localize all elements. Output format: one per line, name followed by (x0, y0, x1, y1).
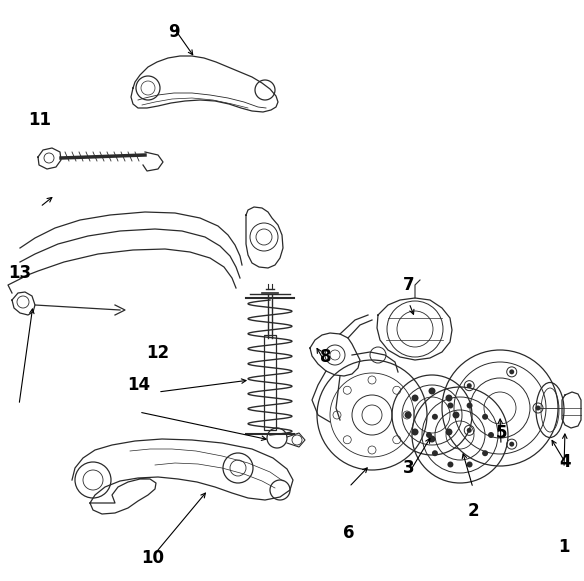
Text: 2: 2 (467, 503, 479, 520)
Text: 13: 13 (8, 264, 31, 282)
Circle shape (447, 461, 453, 468)
Text: 1: 1 (558, 539, 569, 556)
Circle shape (412, 394, 419, 401)
Circle shape (446, 394, 453, 401)
Circle shape (467, 403, 472, 408)
Circle shape (536, 406, 541, 411)
Circle shape (488, 432, 494, 438)
Circle shape (446, 428, 453, 436)
Circle shape (432, 414, 438, 420)
Text: 6: 6 (343, 524, 355, 541)
Circle shape (453, 411, 460, 418)
Text: 14: 14 (127, 376, 151, 393)
Text: 9: 9 (168, 23, 180, 41)
Text: 5: 5 (495, 424, 507, 442)
Circle shape (482, 414, 488, 420)
Circle shape (467, 461, 472, 468)
Circle shape (509, 442, 515, 447)
Text: 11: 11 (28, 112, 51, 129)
Circle shape (509, 370, 515, 374)
Text: 10: 10 (141, 549, 165, 566)
Circle shape (467, 383, 472, 388)
Circle shape (429, 436, 436, 443)
Text: 12: 12 (146, 345, 169, 362)
Bar (264, 335, 276, 430)
Circle shape (482, 450, 488, 456)
Text: 4: 4 (559, 453, 571, 471)
Circle shape (429, 388, 436, 394)
Circle shape (412, 428, 419, 436)
Circle shape (447, 403, 453, 408)
Circle shape (426, 432, 432, 438)
Text: 3: 3 (403, 459, 415, 476)
Text: 8: 8 (320, 349, 332, 366)
Circle shape (432, 450, 438, 456)
Circle shape (405, 411, 412, 418)
Circle shape (467, 428, 472, 433)
Text: 7: 7 (403, 276, 415, 293)
